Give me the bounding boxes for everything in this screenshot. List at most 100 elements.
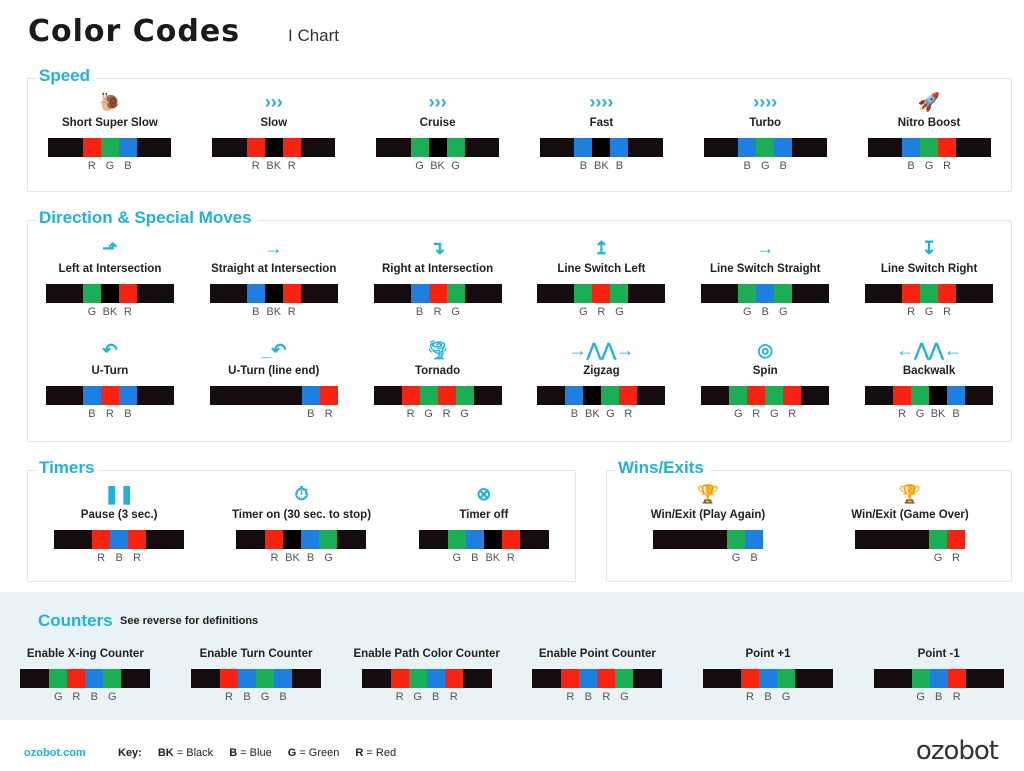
bar-black-end: [337, 530, 367, 549]
code-letter: G: [579, 306, 588, 318]
color-segment: [408, 669, 427, 688]
code-letter: R: [72, 691, 81, 703]
code-label: Turbo: [749, 117, 782, 129]
code-label: Spin: [752, 365, 778, 377]
color-segment: [128, 530, 147, 549]
code-spacer: [191, 691, 220, 703]
trophy-replay-icon: 🏆: [696, 483, 720, 504]
code-label: Straight at Intersection: [211, 263, 337, 275]
bar-black-end: [855, 530, 929, 549]
color-segment: [465, 530, 484, 549]
turn-right-icon: ↴: [430, 237, 446, 258]
code-letter: B: [88, 408, 96, 420]
bar-black-end: [701, 386, 730, 405]
code-spacer: [653, 552, 727, 564]
bar-black-end: [191, 669, 220, 688]
code-letter: R: [506, 552, 515, 564]
code-letter: G: [733, 408, 743, 420]
code-card: ›››› Fast B BK B: [519, 91, 683, 172]
code-row: 🐌 Short Super Slow R G B ››› Slow R BK R ››› Cruise…: [28, 91, 1011, 172]
code-spacer: [419, 552, 448, 564]
color-segment: [118, 386, 137, 405]
code-spacer: [46, 408, 83, 420]
code-card: ››› Slow R BK R: [192, 91, 356, 172]
color-segment: [947, 530, 965, 549]
code-card: Enable Turn Counter R B G B: [171, 644, 342, 703]
code-card: ←⋀⋀← Backwalk R G BK B: [847, 339, 1011, 420]
code-spacer: [537, 408, 565, 420]
code-letter: G: [54, 691, 63, 703]
color-code-bar: [236, 530, 367, 549]
color-code-bar: [865, 386, 994, 405]
color-segment: [561, 669, 580, 688]
code-letter: R: [225, 691, 233, 703]
code-letter: B: [124, 408, 132, 420]
code-letter: R: [324, 408, 333, 420]
tornado-icon: 🌪: [426, 339, 449, 360]
code-letter: R: [287, 160, 296, 172]
code-card: → Line Switch Straight G B G: [683, 237, 847, 318]
color-segment: [283, 530, 302, 549]
code-letter: R: [943, 160, 952, 172]
rocket-icon: 🚀: [917, 91, 941, 112]
bar-black-end: [54, 530, 93, 549]
bar-black-end: [376, 138, 411, 157]
bar-black-end: [537, 284, 575, 303]
code-letter: G: [615, 306, 624, 318]
color-segment: [565, 386, 584, 405]
color-code-bar: [701, 386, 830, 405]
code-spacer: [236, 552, 265, 564]
color-segment: [264, 284, 283, 303]
code-label: Line Switch Straight: [709, 263, 821, 275]
stopwatch-off-icon: ⊗: [476, 483, 492, 504]
bar-black-end: [956, 284, 994, 303]
code-letter: G: [460, 408, 469, 420]
direction-title: Direction & Special Moves: [36, 208, 258, 228]
code-letter: BK: [594, 160, 609, 172]
color-code-bar: [873, 669, 1004, 688]
code-label: Enable Path Color Counter: [353, 648, 500, 660]
bar-black-end: [865, 386, 894, 405]
code-letter: R: [952, 552, 960, 564]
color-segment: [911, 669, 930, 688]
code-letter: G: [424, 408, 433, 420]
code-letter: G: [413, 691, 422, 703]
code-letter: R: [133, 552, 142, 564]
bar-black-end: [236, 530, 266, 549]
bar-black-end: [532, 669, 562, 688]
code-spacer: [874, 691, 912, 703]
code-letter: G: [108, 691, 117, 703]
color-code-bar: [418, 530, 549, 549]
turn-left-icon: ⬏: [102, 237, 118, 258]
color-segment: [428, 138, 447, 157]
code-card: ›››› Turbo B G B: [683, 91, 847, 172]
speed-3-icon: ››››: [589, 91, 614, 112]
key-item: G = Green: [287, 747, 340, 759]
code-card: ⊗ Timer off G B BK R: [393, 483, 575, 564]
code-letter: G: [415, 160, 424, 172]
code-letters: G BK G: [376, 160, 499, 172]
color-segment: [902, 138, 921, 157]
color-segment: [92, 530, 111, 549]
bar-black-end: [795, 669, 834, 688]
code-card: 🌪 Tornado R G R G: [356, 339, 520, 420]
code-spacer: [537, 306, 574, 318]
bar-black-end: [628, 284, 666, 303]
code-letter: G: [105, 160, 115, 172]
website-link[interactable]: ozobot.com: [24, 747, 86, 759]
color-code-bar: [54, 530, 185, 549]
code-card: 🏆 Win/Exit (Game Over) G R: [809, 483, 1011, 565]
ozobot-logo: ozobot: [915, 736, 999, 766]
color-segment: [100, 138, 119, 157]
code-letter: B: [90, 691, 98, 703]
color-segment: [938, 284, 957, 303]
code-letter: B: [615, 160, 624, 172]
color-segment: [597, 669, 616, 688]
color-segment: [727, 530, 745, 549]
code-letter: B: [115, 552, 123, 564]
code-label: Win/Exit (Game Over): [851, 509, 969, 521]
color-segment: [610, 284, 629, 303]
color-segment: [765, 386, 784, 405]
